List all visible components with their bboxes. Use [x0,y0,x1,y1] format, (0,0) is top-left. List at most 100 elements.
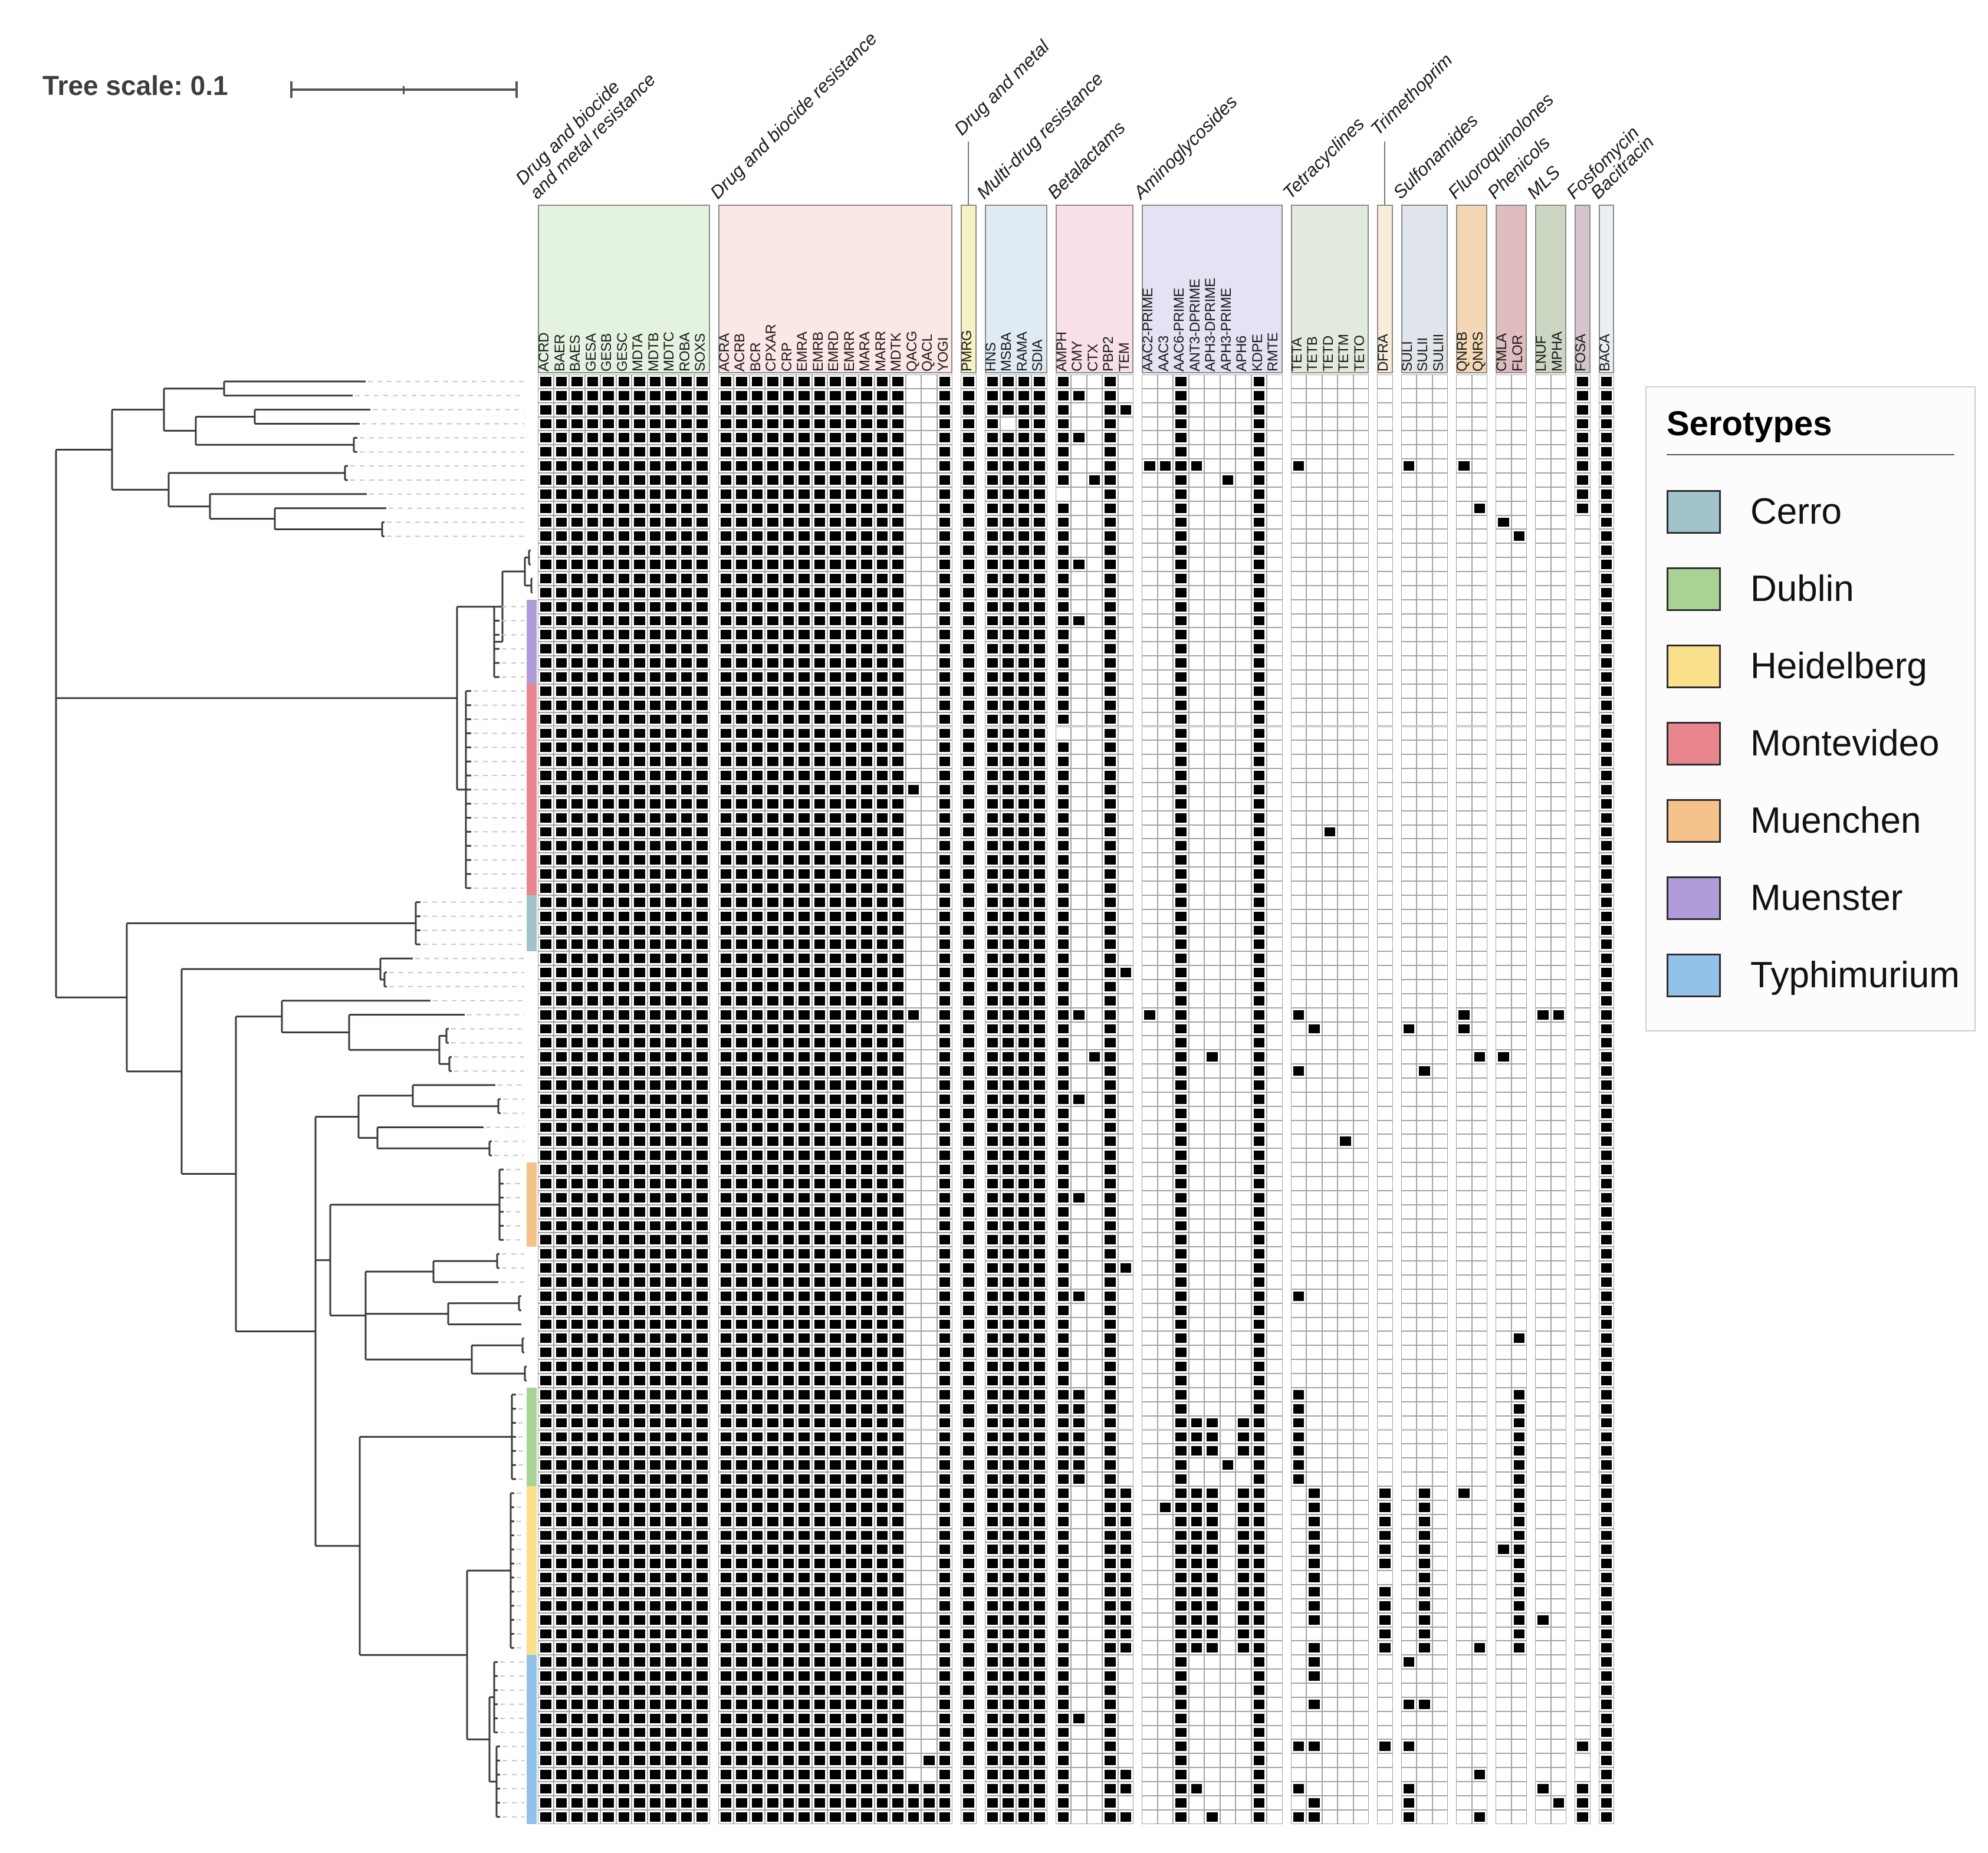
matrix-cell [1220,585,1235,600]
matrix-cell [1267,1078,1283,1092]
matrix-cell [1456,1064,1472,1078]
matrix-cell [1157,698,1173,712]
matrix-cell [1000,1331,1016,1346]
matrix-cell [553,993,569,1008]
matrix-cell [600,656,616,671]
matrix-cell [1550,965,1566,980]
matrix-cell [827,1190,843,1205]
matrix-cell [1000,979,1016,994]
matrix-cell [1306,979,1322,994]
matrix-cell [874,951,890,966]
matrix-cell [1535,585,1551,600]
matrix-cell [1016,810,1031,825]
matrix-cell [921,740,937,755]
matrix-cell [694,684,710,698]
matrix-cell [749,374,765,389]
matrix-cell [694,627,710,642]
matrix-cell [1290,1345,1306,1360]
matrix-cell [1142,1415,1158,1430]
matrix-cell [749,726,765,741]
matrix-cell [538,459,554,474]
matrix-cell [1471,1458,1487,1473]
matrix-cell [780,754,796,769]
matrix-cell [780,1289,796,1303]
matrix-cell [1290,1021,1306,1036]
matrix-cell [859,1218,875,1233]
gene-label: ACRA [716,333,732,372]
matrix-cell [1235,1331,1251,1346]
matrix-cell [1235,459,1251,474]
matrix-cell [1456,895,1472,909]
matrix-cell [796,895,812,909]
matrix-cell [780,1218,796,1233]
matrix-cell [1322,867,1338,881]
matrix-cell [1535,374,1551,389]
matrix-cell [1235,388,1251,403]
matrix-cell [1086,937,1102,952]
matrix-cell [600,1036,616,1050]
matrix-cell [616,909,632,924]
matrix-cell [827,501,843,515]
matrix-cell [1550,416,1566,431]
matrix-cell [796,445,812,459]
matrix-cell [1016,515,1031,530]
matrix-cell [921,796,937,811]
matrix-cell [1142,1218,1158,1233]
matrix-cell [1055,1359,1071,1374]
matrix-cell [1188,1177,1204,1191]
matrix-cell [1173,473,1189,487]
matrix-cell [647,1233,663,1247]
matrix-cell [811,571,827,586]
matrix-cell [843,895,859,909]
matrix-cell [827,1120,843,1135]
matrix-cell [647,543,663,558]
matrix-cell [538,1134,554,1149]
matrix-cell [584,782,600,797]
matrix-cell [827,599,843,614]
matrix-cell [1204,1303,1220,1318]
matrix-cell [749,810,765,825]
matrix-cell [647,740,663,755]
matrix-cell [1102,1345,1118,1360]
matrix-cell [1118,965,1133,980]
matrix-cell [1251,571,1267,586]
matrix-cell [1102,599,1118,614]
matrix-cell [1235,923,1251,938]
matrix-cell [1142,923,1158,938]
matrix-cell [874,473,890,487]
matrix-cell [1102,402,1118,417]
matrix-cell [921,1359,937,1374]
matrix-cell [584,487,600,501]
matrix-cell [1456,431,1472,445]
matrix-cell [718,768,734,783]
matrix-cell [632,1401,648,1416]
matrix-cell [734,684,750,698]
matrix-cell [874,557,890,572]
matrix-cell [1086,416,1102,431]
matrix-cell [1306,1204,1322,1219]
matrix-cell [1188,880,1204,895]
matrix-cell [1086,487,1102,501]
matrix-cell [937,782,952,797]
matrix-cell [632,543,648,558]
matrix-cell [827,684,843,698]
matrix-cell [921,853,937,868]
matrix-cell [796,937,812,952]
matrix-cell [1235,642,1251,656]
matrix-cell [1086,782,1102,797]
matrix-cell [663,1204,679,1219]
matrix-cell [1456,796,1472,811]
matrix-cell [1456,880,1472,895]
matrix-cell [1290,1148,1306,1163]
matrix-cell [827,853,843,868]
matrix-cell [961,796,977,811]
matrix-cell [984,1078,1000,1092]
matrix-cell [569,501,585,515]
matrix-cell [1016,1218,1031,1233]
matrix-cell [1290,445,1306,459]
matrix-cell [647,923,663,938]
matrix-cell [1204,1106,1220,1121]
matrix-cell [1055,642,1071,656]
matrix-cell [1511,1050,1527,1065]
matrix-cell [1086,824,1102,839]
